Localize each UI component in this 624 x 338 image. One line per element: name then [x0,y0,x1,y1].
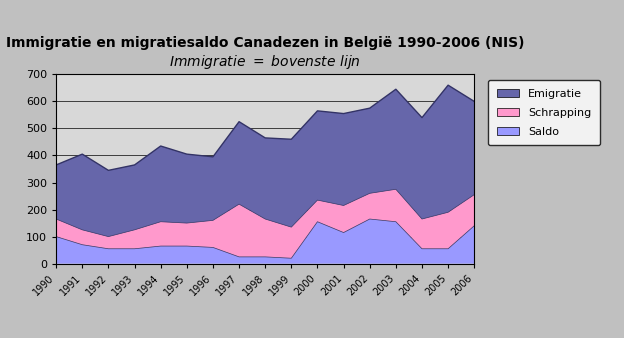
Legend: Emigratie, Schrapping, Saldo: Emigratie, Schrapping, Saldo [488,80,600,145]
Title: Immigratie en migratiesaldo Canadezen in België 1990-2006 (NIS)
$\it{Immigratie\: Immigratie en migratiesaldo Canadezen in… [6,37,524,71]
